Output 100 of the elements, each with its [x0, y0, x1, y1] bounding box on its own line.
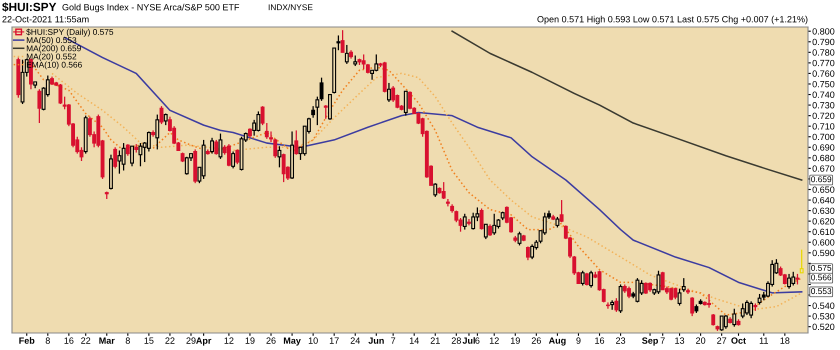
- candlestick: [282, 152, 286, 183]
- candlestick: [678, 288, 682, 306]
- candlestick: [656, 270, 660, 295]
- candlestick: [682, 278, 686, 292]
- y-tick-label: 0.640: [812, 197, 834, 204]
- y-tick-label: 0.680: [812, 154, 834, 162]
- candlestick: [732, 308, 736, 328]
- candlestick: [113, 146, 118, 170]
- x-tick-label: Jun: [368, 338, 384, 344]
- x-tick-label: 14: [410, 338, 419, 344]
- y-tick-label: 0.780: [812, 49, 834, 56]
- y-tick-label: 0.740: [812, 92, 834, 98]
- annotation: 0.553: [811, 288, 832, 294]
- candlestick: [374, 54, 378, 72]
- candlestick: [336, 34, 340, 51]
- chart-title: $HUI:SPY: [2, 2, 56, 12]
- candlestick: [690, 296, 694, 317]
- line-series: [451, 30, 802, 181]
- x-tick-label: Feb: [19, 337, 34, 344]
- x-tick-label: 27: [717, 337, 726, 344]
- y-tick-label: 0.790: [812, 38, 834, 46]
- x-tick-label: Jul: [462, 337, 475, 344]
- x-tick-label: 8: [126, 337, 130, 344]
- y-tick-label: 0.730: [812, 102, 834, 108]
- y-tick-label: 0.650: [812, 186, 834, 193]
- candlestick: [740, 302, 745, 319]
- candlestick: [408, 90, 412, 110]
- candlestick: [404, 90, 408, 116]
- candlestick: [492, 213, 496, 236]
- annotation: 0.659: [811, 176, 832, 182]
- x-tick-label: 12: [224, 337, 234, 344]
- candlestick: [433, 182, 438, 198]
- x-tick-label: Mar: [99, 338, 115, 344]
- x-tick-label: 24: [350, 337, 360, 344]
- candlestick: [117, 150, 122, 174]
- y-tick-label: 0.750: [812, 80, 834, 88]
- y-tick-label: 0.710: [812, 123, 834, 130]
- x-tick-label: 11: [760, 338, 768, 344]
- candlestick: [126, 144, 130, 156]
- candlestick: [560, 199, 564, 223]
- x-tick-label: 13: [675, 337, 684, 344]
- candlestick: [673, 287, 678, 300]
- candlestick: [648, 282, 652, 292]
- x-tick-label: 17: [330, 338, 339, 344]
- candlestick: [800, 249, 804, 274]
- x-tick-label: 22: [165, 337, 175, 344]
- annotation: 0.566: [811, 274, 832, 280]
- candlestick: [744, 300, 749, 316]
- text: Open 0.571 High 0.593 Low 0.571 Last 0.575 Chg +0.007 (+1.21%): [537, 16, 808, 24]
- candlestick: [580, 270, 585, 286]
- candlestick: [644, 282, 648, 295]
- candlestick: [480, 208, 484, 230]
- candlestick: [589, 270, 594, 288]
- candlestick: [160, 106, 164, 125]
- text: 22-Oct-2021 11:55am: [2, 16, 89, 22]
- x-tick-label: 7: [391, 338, 396, 344]
- x-tick-label: Sep: [642, 337, 658, 346]
- candlestick: [787, 273, 791, 290]
- candlestick: [344, 44, 349, 65]
- legend-label: MA(200) 0.659: [26, 45, 81, 53]
- y-tick-label: 0.720: [812, 112, 834, 119]
- candlestick: [353, 54, 358, 67]
- candlestick: [248, 128, 252, 138]
- candlestick: [235, 148, 240, 165]
- candlestick: [214, 139, 218, 156]
- candlestick: [138, 142, 142, 167]
- candlestick: [462, 213, 467, 230]
- candlestick: [635, 278, 640, 304]
- y-tick-label: 0.760: [812, 70, 834, 77]
- x-tick-label: 8: [46, 337, 50, 344]
- x-tick-label: 12: [490, 337, 499, 344]
- x-tick-label: 10: [308, 337, 318, 344]
- candlestick: [610, 300, 614, 310]
- candlestick: [627, 286, 631, 299]
- candlestick: [669, 287, 674, 301]
- x-tick-label: 6: [475, 337, 480, 344]
- candlestick: [660, 271, 665, 290]
- x-tick-label: 15: [144, 338, 154, 344]
- x-tick-label: 21: [430, 337, 440, 344]
- legend-label: $HUI:SPY (Daily) 0.575: [26, 28, 114, 37]
- candlestick: [711, 313, 716, 326]
- x-tick-label: 20: [696, 337, 706, 344]
- candlestick: [37, 88, 42, 124]
- x-tick-label: May: [284, 338, 301, 346]
- y-tick-label: 0.610: [812, 228, 834, 236]
- y-tick-label: 0.670: [812, 165, 834, 172]
- x-tick-label: 28: [452, 337, 461, 344]
- candlestick: [231, 150, 236, 170]
- candlestick: [614, 298, 618, 313]
- candlestick: [273, 138, 278, 158]
- candlestick: [324, 104, 328, 120]
- candlestick: [724, 314, 728, 330]
- candlestick: [164, 112, 168, 126]
- candlestick: [584, 272, 589, 286]
- x-tick-label: 19: [246, 337, 255, 344]
- y-tick-label: 0.540: [812, 302, 834, 309]
- candlestick: [791, 271, 796, 286]
- candlestick: [210, 137, 214, 154]
- text: INDX/NYSE: [268, 4, 313, 10]
- x-tick-label: 29: [186, 337, 196, 344]
